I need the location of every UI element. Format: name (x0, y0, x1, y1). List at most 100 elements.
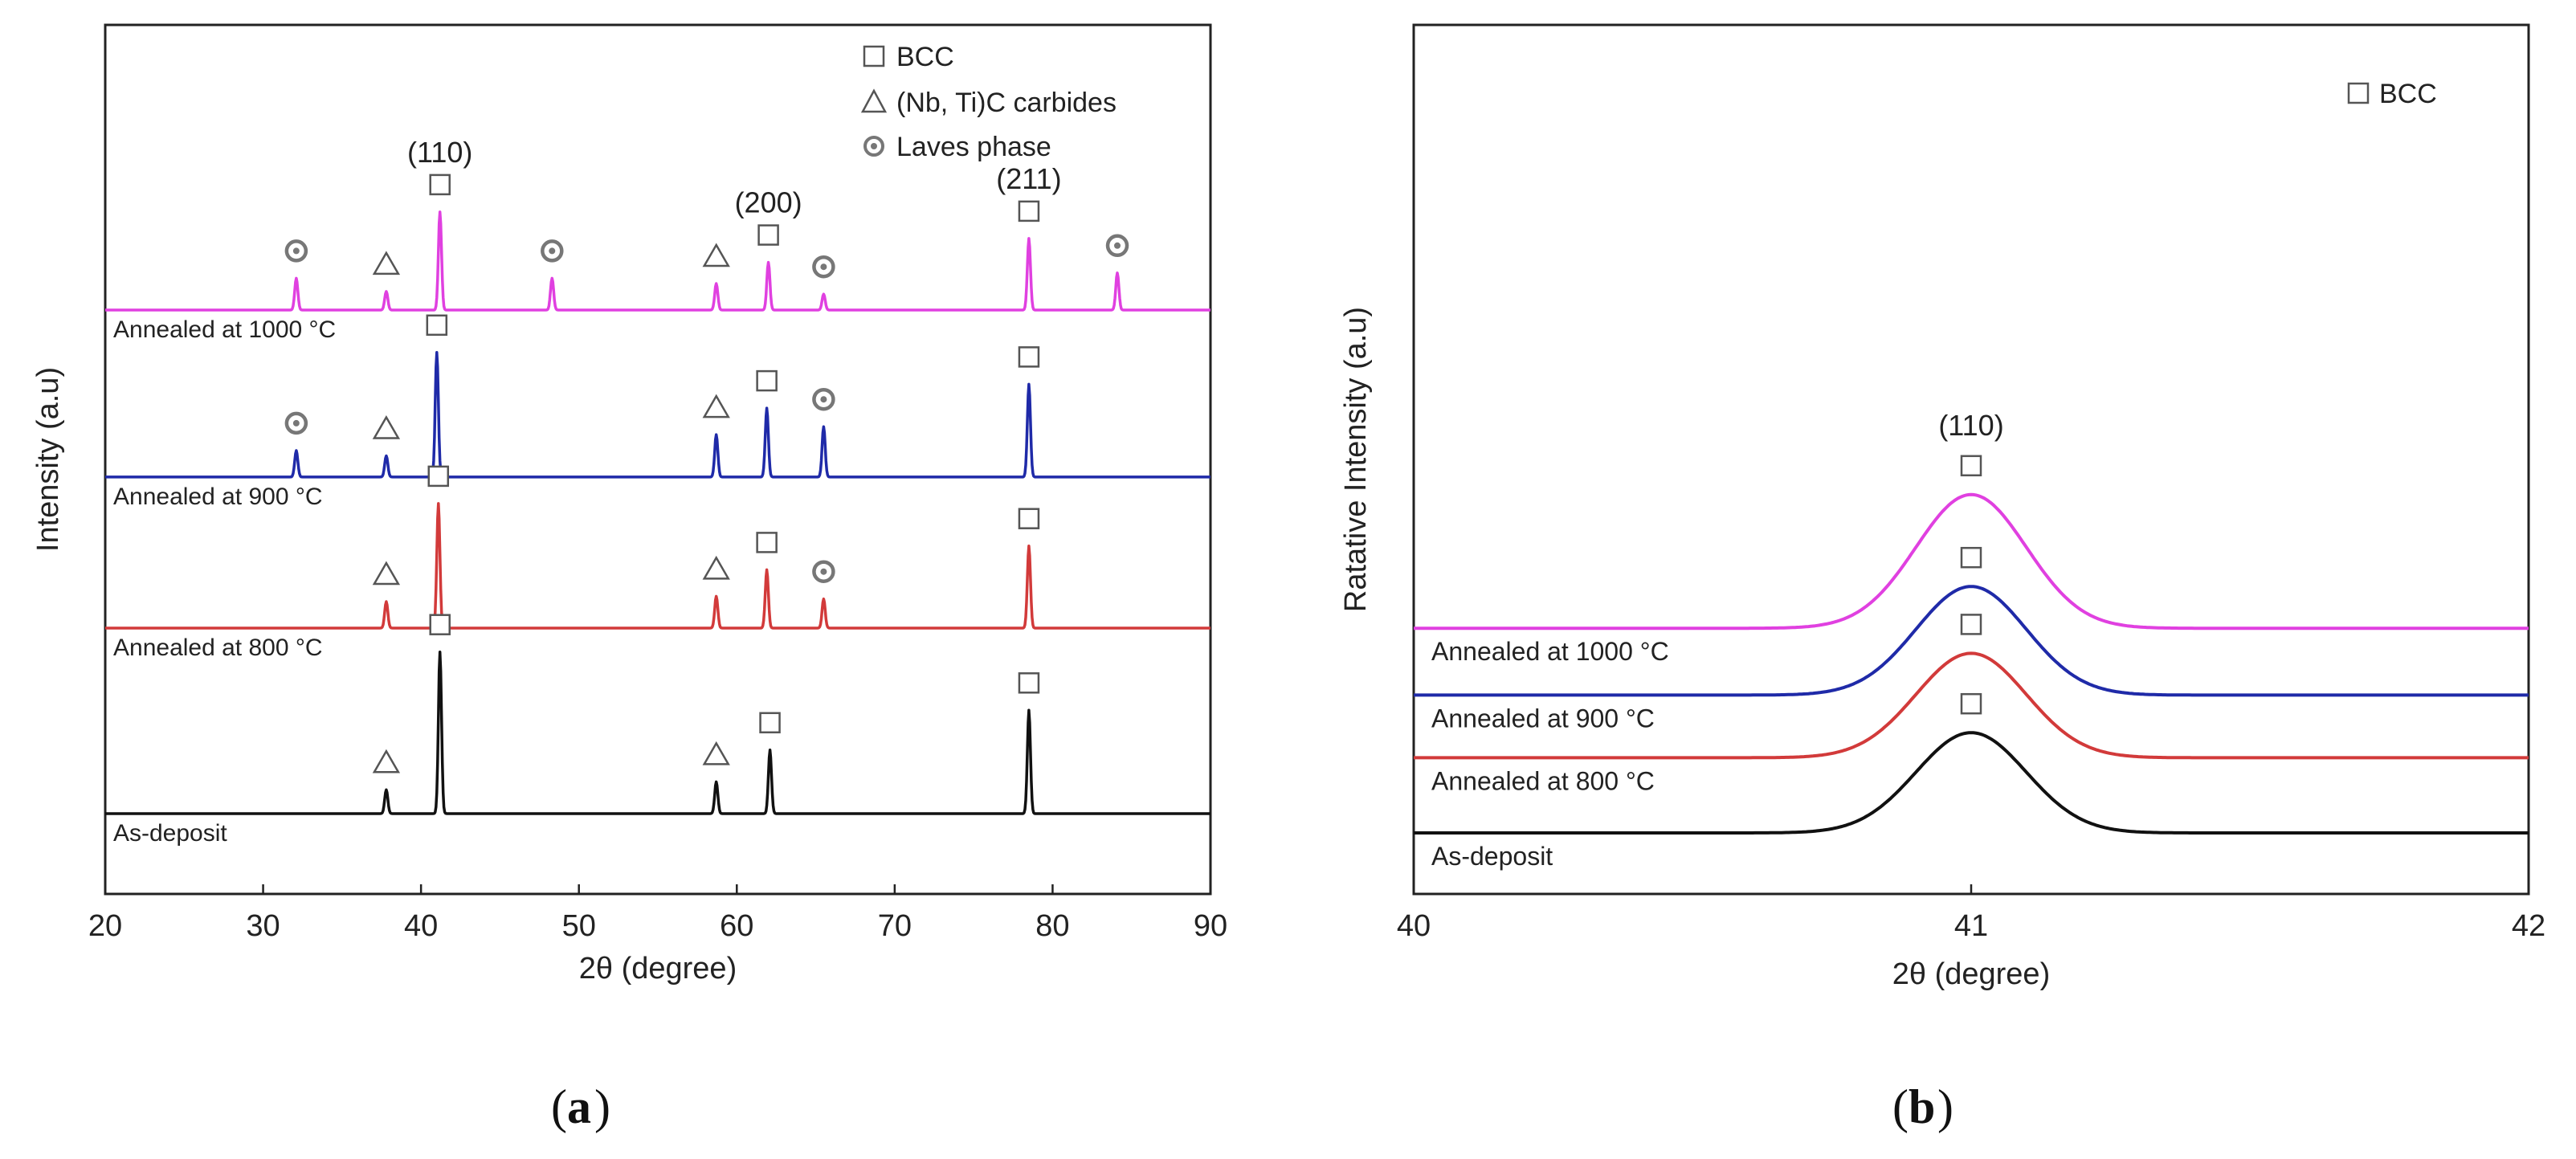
legend-entry-bcc: BCC (863, 42, 954, 72)
panel-a-as-deposit-peak-carbide-marker (372, 749, 401, 773)
panel-b-series-annealed-at-800-c (1414, 651, 2529, 760)
panel-a-x-tick-label: 30 (246, 909, 280, 943)
caption-b-open-paren: ( (1892, 1080, 1909, 1133)
panel-b-series-label-annealed-at-800-c: Annealed at 800 °C (1431, 766, 1655, 795)
panel-a-annealed-at-900-c-peak-bcc-marker (426, 314, 448, 337)
panel-a-annealed-at-1000-c-peak-laves-marker-center (549, 247, 556, 255)
panel-a-as-deposit-peak-bcc-marker (429, 614, 451, 635)
panel-a-x-tick-label: 70 (878, 909, 912, 943)
panel-a-series-labels: As-deposit Annealed at 800 °C Annealed at … (113, 316, 336, 847)
panel-a-annealed-at-900-c-peak-laves-marker-center (292, 419, 300, 426)
panel-a-as-deposit-peak-bcc-marker (759, 712, 781, 734)
legend-label-bcc: BCC (896, 42, 954, 72)
panel-b-series-label-as-deposit: As-deposit (1431, 842, 1553, 871)
panel-b-annealed-at-1000-c-peak-bcc-marker (1960, 455, 1982, 477)
panel-a-annealed-at-900-c-peak-bcc-marker (1018, 346, 1040, 368)
panel-a-series-annealed-at-900-c (104, 351, 1211, 479)
panel-a-x-tick-label: 90 (1194, 909, 1227, 943)
panel-a-x-axis: 20 30 40 50 60 70 80 90 (88, 884, 1227, 943)
panel-a-annealed-at-1000-c-peak-bcc-marker (757, 224, 779, 246)
panel-b-series-annealed-at-1000-c (1414, 492, 2529, 631)
panel-a-chart: As-deposit Annealed at 800 °C Annealed at … (31, 23, 1227, 986)
panel-b-x-axis-label: 2θ (degree) (1892, 957, 2050, 991)
panel-b-as-deposit-peak-bcc-marker (1960, 692, 1982, 715)
legend-square-marker (863, 45, 885, 67)
panel-a-y-axis-label: Intensity (a.u) (31, 367, 65, 552)
panel-a-annealed-at-900-c-peak-laves-marker-center (820, 396, 827, 403)
panel-a-annealed-at-1000-c-peak-bcc-marker (429, 173, 451, 196)
panel-b-x-tick-label: 41 (1954, 909, 1988, 943)
panel-a-x-tick-label: 80 (1035, 909, 1069, 943)
panel-a-annealed-at-800-c-peak-carbide-marker (372, 561, 401, 586)
panel-a-series-layer (104, 210, 1211, 815)
panel-a-hkl-labels: (110) (200) (211) (407, 136, 1062, 219)
caption-b: ( b ) (1892, 1080, 1953, 1133)
panel-a-annealed-at-900-c-peak-bcc-marker (756, 369, 778, 392)
caption-a: ( a ) (551, 1080, 610, 1133)
panel-a-as-deposit-peak-bcc-marker (1018, 672, 1040, 694)
panel-a-series-label-annealed-at-800-c: Annealed at 800 °C (113, 635, 323, 661)
panel-a-as-deposit-peak-carbide-marker (702, 741, 730, 765)
panel-a-series-annealed-at-1000-c (104, 210, 1211, 312)
caption-a-open-paren: ( (551, 1080, 567, 1133)
panel-b-series-label-annealed-at-900-c: Annealed at 900 °C (1431, 704, 1655, 733)
panel-a-series-label-as-deposit: As-deposit (113, 820, 227, 847)
panel-a-hkl-label: (200) (735, 186, 802, 219)
panel-a-x-tick-label: 20 (88, 909, 122, 943)
legend-label-bcc: BCC (2379, 79, 2437, 109)
panel-b-chart: As-deposit Annealed at 800 °C Annealed at … (1339, 23, 2545, 991)
panel-a-annealed-at-800-c-peak-bcc-marker (1018, 508, 1040, 529)
panel-b-hkl-label: (110) (1938, 409, 2003, 442)
legend-bullseye-center (871, 143, 877, 149)
panel-b-series-annealed-at-900-c (1414, 585, 2529, 697)
panel-b-series-as-deposit (1414, 731, 2529, 835)
legend-entry-laves: Laves phase (863, 132, 1051, 162)
panel-a-series-as-deposit (104, 650, 1211, 815)
panel-a-annealed-at-1000-c-peak-laves-marker-center (292, 247, 300, 255)
panel-a-annealed-at-900-c-peak-carbide-marker (372, 414, 401, 439)
panel-a-hkl-label: (110) (407, 136, 472, 169)
legend-triangle-marker (860, 88, 888, 113)
panel-b-annealed-at-800-c-peak-bcc-marker (1960, 614, 1982, 635)
panel-a-x-tick-label: 50 (562, 909, 596, 943)
panel-a-annealed-at-1000-c-peak-carbide-marker (702, 243, 730, 267)
panel-a-annealed-at-800-c-peak-bcc-marker (427, 465, 450, 488)
panel-b-x-tick-label: 40 (1397, 909, 1431, 943)
panel-b-hkl-labels: (110) (1938, 409, 2003, 442)
panel-b-annealed-at-900-c-peak-bcc-marker (1960, 546, 1982, 569)
panel-a-annealed-at-1000-c-peak-laves-marker-center (1114, 242, 1121, 249)
panel-a-legend: BCC (Nb, Ti)C carbides Laves phase (860, 42, 1117, 162)
panel-b-y-axis-label: Ratative Intensity (a.u) (1339, 307, 1373, 612)
panel-a-plot-frame (104, 23, 1212, 896)
panel-a-x-axis-label: 2θ (degree) (579, 952, 737, 986)
panel-b-series-layer (1414, 492, 2529, 835)
panel-a-annealed-at-1000-c-peak-bcc-marker (1018, 200, 1040, 222)
panel-a-x-tick-label: 40 (404, 909, 438, 943)
legend-entry-carbides: (Nb, Ti)C carbides (860, 88, 1117, 118)
legend-label-laves: Laves phase (896, 132, 1051, 162)
panel-a-annealed-at-900-c-peak-carbide-marker (702, 394, 730, 418)
panel-a-annealed-at-800-c-peak-carbide-marker (702, 555, 730, 580)
panel-a-annealed-at-800-c-peak-bcc-marker (756, 532, 778, 553)
panel-a-series-label-annealed-at-1000-c: Annealed at 1000 °C (113, 316, 336, 343)
caption-a-close-paren: ) (594, 1080, 610, 1133)
caption-b-letter: b (1909, 1080, 1935, 1133)
panel-a-series-annealed-at-800-c (104, 502, 1211, 630)
legend-square-marker (2347, 82, 2370, 104)
panel-b-series-labels: As-deposit Annealed at 800 °C Annealed at … (1431, 637, 1669, 871)
panel-a-series-label-annealed-at-900-c: Annealed at 900 °C (113, 484, 323, 510)
panel-a-hkl-label: (211) (996, 162, 1061, 195)
panel-a-phase-markers (284, 173, 1129, 773)
panel-b-x-axis: 40 41 42 (1397, 884, 2545, 943)
panel-b-series-label-annealed-at-1000-c: Annealed at 1000 °C (1431, 637, 1669, 666)
panel-b-x-tick-label: 42 (2512, 909, 2545, 943)
legend-label-carbides: (Nb, Ti)C carbides (896, 88, 1117, 118)
panel-a-annealed-at-800-c-peak-laves-marker-center (820, 568, 827, 575)
panel-a-x-tick-label: 60 (720, 909, 753, 943)
panel-a-annealed-at-1000-c-peak-laves-marker-center (820, 263, 827, 271)
panel-b-legend: BCC (2347, 79, 2437, 109)
panel-b-phase-markers (1960, 455, 1982, 715)
panel-a-annealed-at-1000-c-peak-carbide-marker (372, 251, 401, 275)
caption-b-close-paren: ) (1937, 1080, 1953, 1133)
